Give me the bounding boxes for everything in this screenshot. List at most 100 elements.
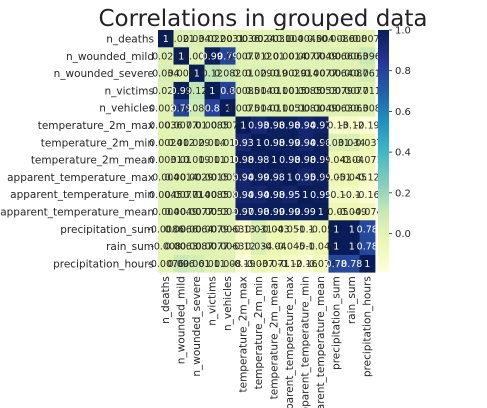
cell-annotation: 0.0063 <box>320 103 353 114</box>
heatmap-cell <box>220 116 236 135</box>
heatmap-cell <box>251 81 267 100</box>
cell-annotation: 0.014 <box>199 138 226 149</box>
heatmap-cell <box>313 133 329 152</box>
cell-annotation: 0.0049 <box>304 51 337 62</box>
heatmap-cell <box>266 254 283 273</box>
cell-annotation: 0.0045 <box>289 34 322 45</box>
heatmap-cell <box>297 99 314 117</box>
heatmap-cell <box>282 99 298 117</box>
cell-annotation: 0.98 <box>279 155 300 166</box>
heatmap-cell <box>282 47 298 65</box>
cell-annotation: -0.12 <box>339 121 364 132</box>
cell-annotation: 0.98 <box>248 155 269 166</box>
cell-annotation: 0.0045 <box>149 190 182 201</box>
cell-annotation: 0.97 <box>310 121 331 132</box>
heatmap-cell <box>220 30 236 48</box>
cell-annotation: 0.022 <box>152 86 179 97</box>
heatmap-cell <box>359 203 376 221</box>
cell-annotation: 0.78 <box>357 242 378 253</box>
heatmap-cell <box>173 116 190 135</box>
heatmap-cell <box>204 254 221 273</box>
heatmap-cell <box>344 81 360 100</box>
heatmap-cell <box>173 203 190 221</box>
heatmap-cell <box>204 116 221 135</box>
heatmap-cell <box>266 47 283 65</box>
cell-annotation: 0.0077 <box>180 207 213 218</box>
cell-annotation: 0.98 <box>264 190 285 201</box>
row-label: n_victims <box>104 85 154 97</box>
cell-annotation: 0.95 <box>295 172 316 183</box>
heatmap-cell <box>189 99 205 117</box>
cell-annotation: 1 <box>256 138 262 149</box>
heatmap-cell <box>344 237 360 256</box>
heatmap-cell <box>344 133 360 152</box>
heatmap-cell <box>328 220 345 238</box>
heatmap-cell <box>204 133 221 152</box>
cell-annotation: 0.0077 <box>289 51 322 62</box>
cell-annotation: 0.022 <box>199 34 226 45</box>
cell-annotation: 0.009 <box>168 69 195 80</box>
column-label: temperature_2m_mean <box>269 276 281 399</box>
heatmap-cell <box>313 185 329 204</box>
row-label: rain_sum <box>106 241 154 253</box>
heatmap-cell <box>173 30 190 48</box>
heatmap-cell <box>297 203 314 221</box>
heatmap-cell <box>313 30 329 48</box>
heatmap-cell <box>344 116 360 135</box>
column-label: apparent_temperature_max <box>284 276 296 408</box>
cell-annotation: 0.0049 <box>304 103 337 114</box>
heatmap-cell <box>297 30 314 48</box>
heatmap-cell <box>235 203 252 221</box>
cell-annotation: -0.074 <box>352 207 383 218</box>
cell-annotation: 0.0085 <box>196 190 229 201</box>
cell-annotation: 1 <box>225 103 231 114</box>
cell-annotation: 0.0031 <box>258 34 291 45</box>
cell-annotation: -0.0086 <box>318 34 355 45</box>
heatmap-cell <box>220 99 236 117</box>
heatmap-cell <box>282 64 298 83</box>
cell-annotation: 0.0075 <box>227 103 260 114</box>
heatmap-cell <box>235 30 252 48</box>
heatmap-cell <box>204 168 221 187</box>
heatmap-cell <box>251 185 267 204</box>
heatmap-cell <box>359 168 376 187</box>
cell-annotation: 0.034 <box>183 34 210 45</box>
cell-annotation: 0.0036 <box>227 34 260 45</box>
heatmap-cell <box>158 237 174 256</box>
heatmap-cell <box>313 47 329 65</box>
cell-annotation: 0.012 <box>168 138 195 149</box>
column-label: rain_sum <box>346 276 358 324</box>
cell-annotation: 0.97 <box>233 207 254 218</box>
cell-annotation: -0.1 <box>327 190 346 201</box>
heatmap-cell <box>297 220 314 238</box>
heatmap-cell <box>313 237 329 256</box>
heatmap-cell <box>297 151 314 169</box>
cell-annotation: 0.082 <box>183 103 210 114</box>
heatmap-cell <box>359 133 376 152</box>
cell-annotation: 0.0077 <box>335 86 368 97</box>
cell-annotation: 0.94 <box>233 172 254 183</box>
cell-annotation: -0.043 <box>259 224 290 235</box>
cell-annotation: 0.004 <box>307 34 334 45</box>
cell-annotation: 1 <box>318 207 324 218</box>
heatmap-cell <box>297 237 314 256</box>
heatmap-cell <box>359 185 376 204</box>
cell-annotation: 0.78 <box>341 259 362 270</box>
column-label: temperature_2m_min <box>253 276 265 389</box>
heatmap-cell <box>344 30 360 48</box>
colorbar-tick-label: 0.0 <box>395 229 411 240</box>
heatmap-cell <box>204 237 221 256</box>
cell-annotation: 1 <box>209 86 215 97</box>
cell-annotation: -0.1 <box>342 190 361 201</box>
cell-annotation: 0.011 <box>199 155 226 166</box>
row-label: precipitation_hours <box>53 258 154 270</box>
cell-annotation: 0.061 <box>354 69 381 80</box>
cell-annotation: 1 <box>364 259 370 270</box>
cell-annotation: 0.94 <box>295 138 316 149</box>
heatmap-cell <box>173 64 190 83</box>
cell-annotation: 0.004 <box>152 207 179 218</box>
heatmap-cell <box>313 168 329 187</box>
heatmap-cell <box>313 220 329 238</box>
cell-annotation: 0.034 <box>152 69 179 80</box>
heatmap-cell <box>235 254 252 273</box>
